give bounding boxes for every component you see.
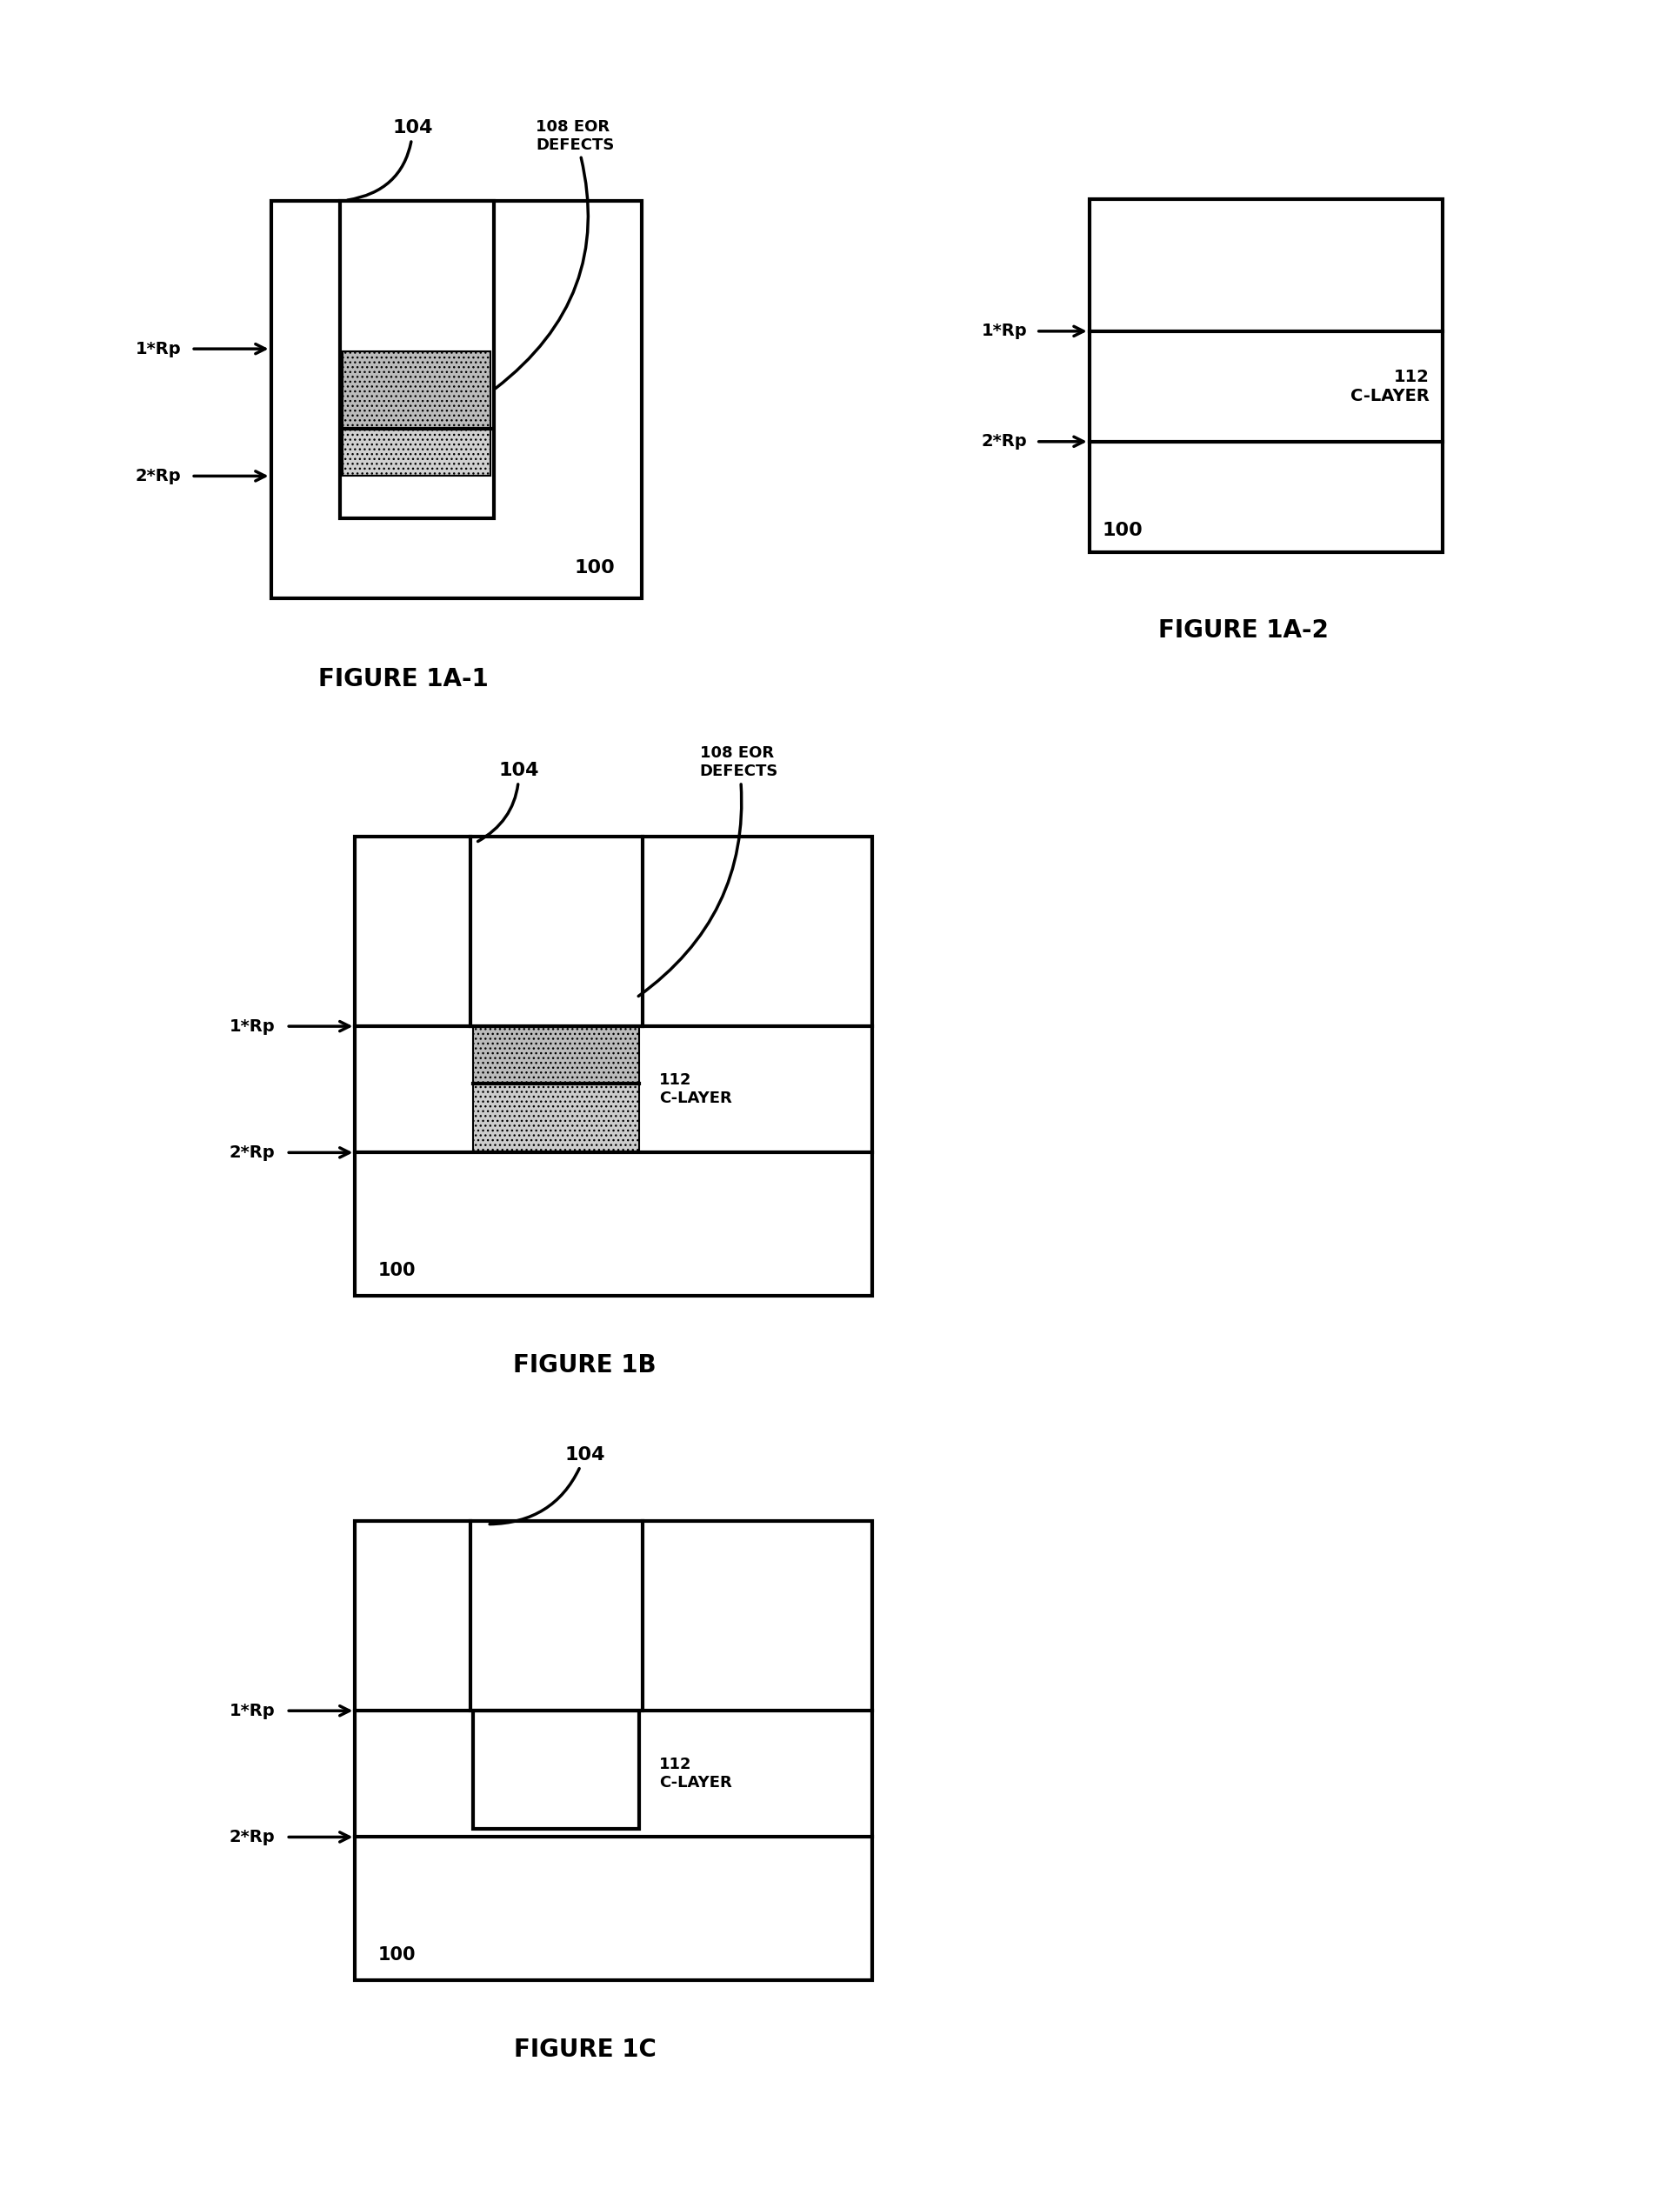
Bar [270,201,642,598]
Bar [472,1084,638,1153]
Text: 1*Rp: 1*Rp [134,340,181,358]
Text: 108 EOR
DEFECTS: 108 EOR DEFECTS [496,119,615,389]
Bar [354,837,872,1296]
Text: 104: 104 [477,762,539,841]
Text: 100: 100 [575,559,615,576]
Text: FIGURE 1B: FIGURE 1B [512,1354,657,1378]
Text: FIGURE 1A-2: FIGURE 1A-2 [1158,618,1329,643]
Text: FIGURE 1C: FIGURE 1C [514,2038,655,2062]
Text: 2*Rp: 2*Rp [228,1144,276,1161]
Text: 112
C-LAYER: 112 C-LAYER [659,1758,732,1791]
Text: 100: 100 [1102,521,1142,539]
Text: 100: 100 [378,1945,415,1963]
Text: 2*Rp: 2*Rp [134,468,181,484]
Bar [343,351,491,428]
Text: 2*Rp: 2*Rp [228,1828,276,1846]
Text: 2*Rp: 2*Rp [981,433,1026,450]
Bar [339,201,494,519]
Text: 1*Rp: 1*Rp [228,1702,276,1720]
Text: FIGURE 1A-1: FIGURE 1A-1 [318,667,489,691]
Bar [343,428,491,477]
Text: 112
C-LAYER: 112 C-LAYER [1349,369,1428,404]
Text: 112
C-LAYER: 112 C-LAYER [659,1073,732,1106]
Text: 104: 104 [348,119,433,201]
Text: 1*Rp: 1*Rp [228,1018,276,1036]
Bar [354,1521,872,1981]
Text: 1*Rp: 1*Rp [981,322,1026,340]
Text: 104: 104 [489,1446,605,1524]
Text: 100: 100 [378,1261,415,1278]
Bar [1089,199,1441,552]
Text: 108 EOR
DEFECTS: 108 EOR DEFECTS [638,746,778,996]
Bar [472,1027,638,1084]
Bar [472,1711,638,1828]
